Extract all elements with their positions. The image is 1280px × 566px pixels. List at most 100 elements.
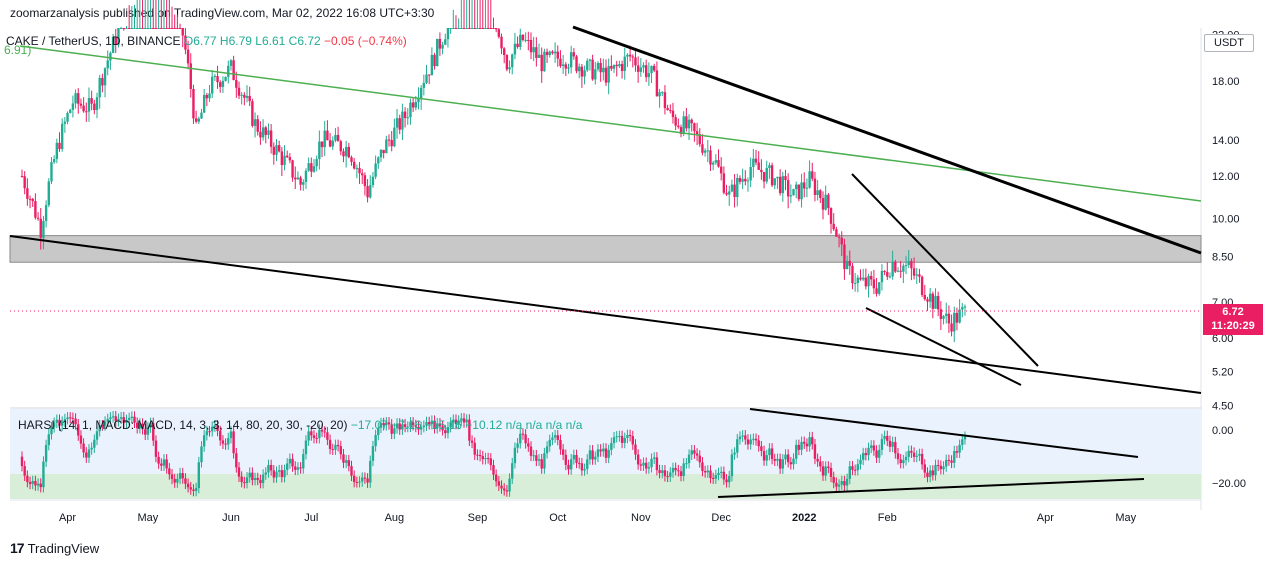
time-tick-label: Feb	[878, 512, 897, 524]
candle-body	[390, 140, 393, 147]
candle-body	[567, 67, 570, 69]
candle-body	[706, 150, 709, 152]
price-tick-label: 18.00	[1212, 76, 1240, 88]
price-tick-label: 4.50	[1212, 400, 1233, 412]
indicator-candle	[106, 419, 109, 422]
candle-body	[543, 51, 546, 72]
candle-body	[347, 146, 351, 158]
indicator-resistance-line[interactable]	[749, 408, 1139, 458]
indicator-candle	[74, 418, 77, 425]
wedge-upper-line[interactable]	[851, 173, 1039, 367]
candle-body	[569, 52, 573, 68]
candle-body	[363, 175, 367, 187]
indicator-candle	[350, 466, 353, 476]
candle-body	[572, 52, 576, 57]
indicator-candle	[55, 419, 59, 423]
indicator-candle	[610, 443, 613, 450]
candle-body	[524, 39, 527, 41]
indicator-candle	[706, 470, 709, 473]
candle-body	[358, 168, 361, 174]
candle-body	[628, 54, 632, 57]
indicator-candle	[808, 437, 811, 447]
indicator-candle	[880, 439, 884, 450]
upper-resistance-trendline[interactable]	[572, 25, 1202, 255]
indicator-candle	[679, 471, 683, 476]
time-tick-label: Apr	[1037, 512, 1054, 524]
price-tick-label: 8.50	[1212, 252, 1233, 264]
indicator-name[interactable]: HARSI (14, 1, MACD: MACD, 14, 3, 3, 14, …	[18, 418, 348, 432]
candle-body	[243, 94, 246, 98]
price-tick-label: 6.00	[1212, 333, 1233, 345]
indicator-candle	[82, 443, 85, 453]
candle-body	[655, 70, 659, 97]
supply-zone[interactable]	[9, 235, 1202, 263]
indicator-candle	[920, 453, 924, 465]
indicator-candle	[647, 467, 651, 469]
candle-body	[133, 28, 136, 29]
candle-body	[23, 176, 26, 189]
candle-body	[650, 65, 653, 74]
candle-body	[722, 173, 726, 193]
symbol-label[interactable]: CAKE / TetherUS, 1D, BINANCE	[6, 34, 181, 48]
indicator-candle	[511, 463, 514, 479]
indicator-candle	[382, 423, 385, 426]
indicator-candle	[181, 473, 184, 479]
green-trendline[interactable]	[19, 45, 1202, 202]
candle-body	[728, 191, 731, 195]
candle-body	[489, 28, 493, 29]
indicator-candle	[904, 456, 908, 461]
indicator-candle	[899, 459, 902, 464]
plot-area	[10, 28, 1201, 408]
indicator-candle	[427, 422, 431, 425]
candle-body	[135, 28, 139, 29]
time-tick-label: May	[138, 512, 159, 524]
candle-body	[31, 198, 34, 202]
candle-body	[709, 150, 712, 165]
wedge-lower-line[interactable]	[865, 307, 1022, 386]
indicator-candle	[516, 443, 519, 448]
indicator-candle	[746, 439, 750, 445]
candle-body	[770, 165, 774, 186]
currency-badge[interactable]: USDT	[1204, 34, 1254, 52]
indicator-candle	[379, 423, 383, 428]
candle-body	[465, 28, 468, 29]
indicator-candle	[119, 417, 123, 419]
indicator-candle	[237, 467, 241, 477]
candle-body	[535, 47, 538, 58]
candle-body	[669, 110, 672, 112]
indicator-candle	[433, 420, 436, 429]
indicator-candle	[545, 446, 549, 454]
indicator-candle	[711, 477, 715, 479]
indicator-candle	[328, 439, 332, 450]
candle-body	[85, 111, 88, 113]
candle-body	[792, 189, 795, 196]
indicator-candle	[540, 459, 543, 469]
candle-body	[470, 28, 474, 29]
candle-body	[602, 67, 605, 73]
candle-body	[117, 28, 120, 45]
indicator-candle	[197, 462, 201, 489]
candle-body	[583, 70, 586, 77]
indicator-candle	[438, 423, 442, 427]
candle-body	[939, 309, 943, 319]
candle-body	[419, 87, 423, 99]
indicator-candle	[28, 482, 32, 484]
indicator-candle	[385, 422, 388, 426]
indicator-candle	[623, 437, 626, 443]
candle-body	[438, 38, 442, 49]
indicator-candle	[886, 435, 889, 441]
lower-support-trendline[interactable]	[9, 235, 1202, 394]
candle-body	[229, 60, 233, 66]
indicator-candle	[44, 445, 48, 462]
candle-body	[111, 36, 115, 53]
indicator-candle	[492, 465, 495, 475]
indicator-candle	[928, 470, 932, 478]
indicator-candle	[141, 423, 144, 430]
candle-body	[331, 140, 334, 147]
indicator-support-line[interactable]	[717, 478, 1145, 498]
indicator-candle	[20, 456, 24, 467]
indicator-candle	[543, 453, 546, 469]
candle-body	[248, 95, 251, 102]
footer-brand[interactable]: 17 TradingView	[10, 540, 99, 556]
